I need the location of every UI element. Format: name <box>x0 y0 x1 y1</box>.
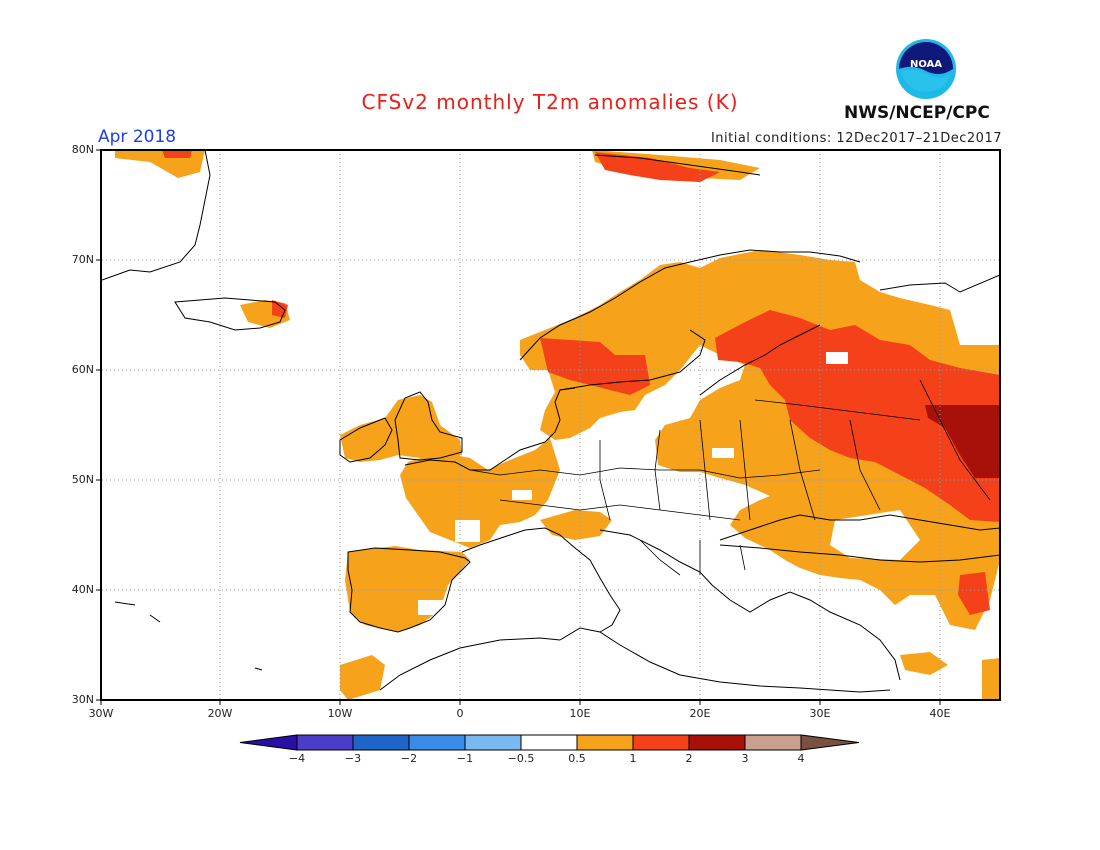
noaa-logo-icon: NOAA <box>896 39 956 99</box>
lat-label-40n: 40N <box>71 583 94 596</box>
colorbar-tick-label: 3 <box>741 752 749 765</box>
chart-title: CFSv2 monthly T2m anomalies (K) <box>361 90 739 114</box>
agency-label: NWS/NCEP/CPC <box>844 103 990 123</box>
logo-text: NOAA <box>910 59 942 70</box>
colorbar-tick-label: −0.5 <box>507 752 535 765</box>
country-borders <box>469 379 991 576</box>
colorbar-tick-label: −1 <box>456 752 474 765</box>
colorbar-swatch <box>520 734 578 751</box>
colorbar-tick-label: 4 <box>797 752 805 765</box>
lat-label-70n: 70N <box>71 253 94 266</box>
colorbar-lower-arrow <box>239 734 298 751</box>
lon-label-10w: 10W <box>327 707 353 720</box>
lon-label-20e: 20E <box>689 707 711 720</box>
forecast-month: Apr 2018 <box>98 127 177 147</box>
colorbar-swatch <box>464 734 522 751</box>
lat-label-60n: 60N <box>71 363 94 376</box>
colorbar-tick-label: 0.5 <box>568 752 586 765</box>
graticule <box>102 150 1000 700</box>
lon-label-40e: 40E <box>929 707 951 720</box>
lon-label-0: 0 <box>456 707 464 720</box>
lon-label-30w: 30W <box>88 707 114 720</box>
colorbar-tick-label: −4 <box>288 752 306 765</box>
coastlines <box>102 150 1000 693</box>
initial-conditions: Initial conditions: 12Dec2017–21Dec2017 <box>710 131 1002 146</box>
lon-label-10e: 10E <box>569 707 591 720</box>
map-frame <box>100 149 1001 701</box>
colorbar-upper-arrow <box>800 734 860 751</box>
anomaly-2-3-region <box>925 405 1000 478</box>
lat-label-80n: 80N <box>71 143 94 156</box>
colorbar-tick-label: 2 <box>685 752 693 765</box>
colorbar-tick-label: −3 <box>344 752 362 765</box>
lon-label-30e: 30E <box>809 707 831 720</box>
colorbar-tick-label: −2 <box>400 752 418 765</box>
colorbar-swatch <box>576 734 634 751</box>
colorbar-swatch <box>744 734 802 751</box>
lat-label-30n: 30N <box>71 693 94 706</box>
colorbar-swatch <box>688 734 746 751</box>
lat-label-50n: 50N <box>71 473 94 486</box>
colorbar-tick-label: 1 <box>629 752 637 765</box>
colorbar-swatch <box>352 734 410 751</box>
colorbar-swatch <box>296 734 354 751</box>
colorbar-swatch <box>408 734 466 751</box>
lon-label-20w: 20W <box>207 707 233 720</box>
colorbar-swatch <box>632 734 690 751</box>
